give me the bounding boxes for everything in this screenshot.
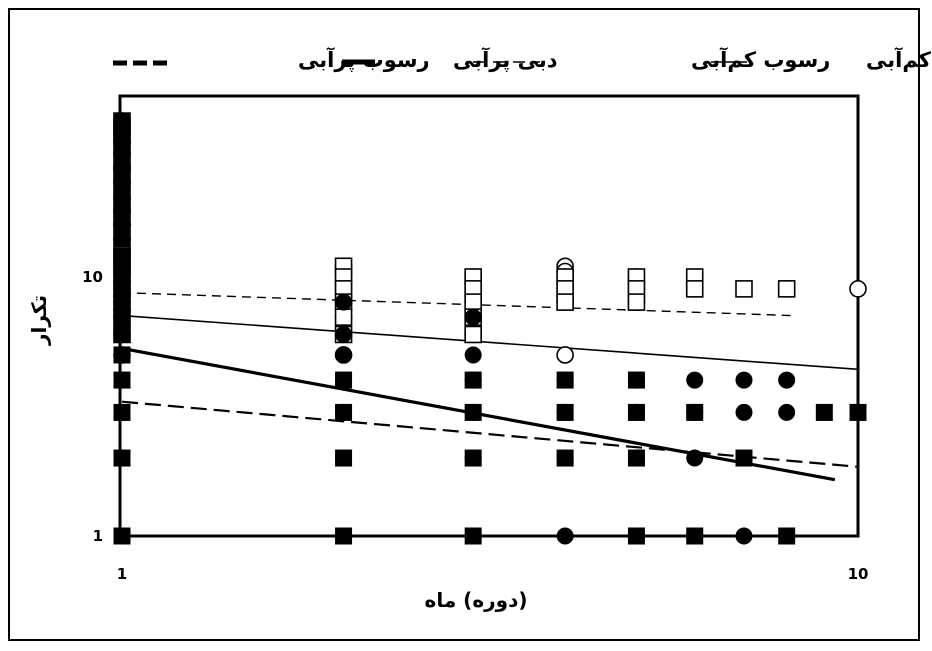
marker-open-circle-0-34: [556, 346, 574, 364]
marker-filled-square-3-26: [464, 371, 482, 389]
marker-filled-circle-2-12: [335, 293, 353, 311]
legend-label-low-sediment: رسوب کم‌آبی: [691, 47, 830, 72]
marker-filled-circle-2-42: [778, 403, 796, 421]
legend-item-low-discharge: دبی کم‌آبی: [711, 47, 932, 72]
legend-item-low-sediment: رسوب کم‌آبی: [473, 47, 830, 72]
marker-filled-square-3-30: [556, 371, 574, 389]
marker-filled-square-3-22: [335, 371, 353, 389]
marker-open-square-1-26: [464, 293, 482, 311]
marker-filled-circle-2-14: [335, 346, 353, 364]
y-tick-label-10: 10: [82, 268, 103, 286]
marker-filled-square-3-40: [778, 527, 796, 545]
legend-label-high-discharge: دبی پرآبی: [453, 47, 558, 72]
marker-filled-square-3-42: [849, 403, 867, 421]
marker-filled-square-3-28: [464, 449, 482, 467]
x-axis-title: (دوره) ماه: [425, 588, 528, 612]
marker-filled-circle-2-37: [735, 371, 753, 389]
trendline-1: [121, 314, 859, 371]
marker-filled-square-3-16: [113, 325, 131, 343]
legend-item-high-discharge: دبی پرآبی: [342, 47, 558, 72]
marker-filled-square-3-6: [113, 185, 131, 203]
marker-filled-square-3-39: [735, 449, 753, 467]
marker-filled-circle-2-41: [778, 371, 796, 389]
marker-open-square-1-31: [556, 293, 574, 311]
marker-filled-square-3-9: [113, 230, 131, 248]
marker-filled-circle-2-13: [335, 325, 353, 343]
legend-label-low-discharge: دبی کم‌آبی: [866, 47, 932, 72]
marker-filled-square-3-34: [627, 403, 645, 421]
x-tick-label-10: 10: [848, 565, 869, 583]
marker-filled-circle-2-19: [464, 308, 482, 326]
marker-filled-square-3-38: [686, 527, 704, 545]
marker-filled-square-3-37: [686, 403, 704, 421]
marker-filled-square-3-31: [556, 403, 574, 421]
marker-open-square-1-28: [464, 325, 482, 344]
trendline-0: [121, 291, 791, 317]
marker-filled-square-3-20: [113, 449, 131, 467]
marker-filled-square-3-15: [113, 308, 131, 326]
marker-filled-square-3-8: [113, 215, 131, 233]
marker-open-square-1-22: [334, 308, 353, 326]
marker-open-square-1-36: [685, 280, 704, 298]
marker-filled-square-3-25: [335, 527, 353, 545]
y-tick-label-1: 1: [93, 527, 103, 545]
marker-filled-circle-2-35: [686, 449, 704, 467]
marker-filled-circle-2-28: [556, 527, 574, 545]
y-axis-title: تکرار: [27, 295, 51, 346]
marker-filled-square-3-35: [627, 449, 645, 467]
marker-filled-circle-2-40: [735, 527, 753, 545]
marker-open-square-1-38: [777, 280, 796, 298]
trendline-3: [121, 400, 859, 468]
marker-filled-square-3-33: [627, 371, 645, 389]
marker-filled-square-3-32: [556, 449, 574, 467]
chart-legend: دبی کم‌آبی رسوب کم‌آبی دبی پرآبی رسوب پر…: [113, 47, 932, 72]
marker-filled-square-3-23: [335, 403, 353, 421]
marker-filled-square-3-17: [113, 346, 131, 364]
marker-filled-square-3-27: [464, 403, 482, 421]
marker-filled-square-3-36: [627, 527, 645, 545]
marker-open-circle-0-40: [849, 280, 867, 298]
marker-filled-square-3-21: [113, 527, 131, 545]
marker-open-square-1-34: [627, 293, 646, 311]
marker-filled-square-3-18: [113, 371, 131, 389]
marker-filled-circle-2-33: [686, 371, 704, 389]
plot-area: [118, 94, 860, 538]
legend-item-high-sediment: رسوب پرآبی: [113, 47, 430, 72]
marker-filled-square-3-5: [113, 170, 131, 188]
x-tick-label-1: 1: [117, 565, 127, 583]
data-markers: [113, 112, 867, 545]
marker-filled-square-3-24: [335, 449, 353, 467]
marker-filled-square-3-14: [113, 293, 131, 311]
marker-filled-square-3-19: [113, 403, 131, 421]
marker-open-square-1-37: [735, 280, 753, 298]
marker-filled-square-3-41: [815, 403, 833, 421]
marker-filled-circle-2-38: [735, 403, 753, 421]
marker-filled-square-3-29: [464, 527, 482, 545]
marker-filled-circle-2-20: [464, 346, 482, 364]
legend-label-high-sediment: رسوب پرآبی: [298, 47, 430, 72]
